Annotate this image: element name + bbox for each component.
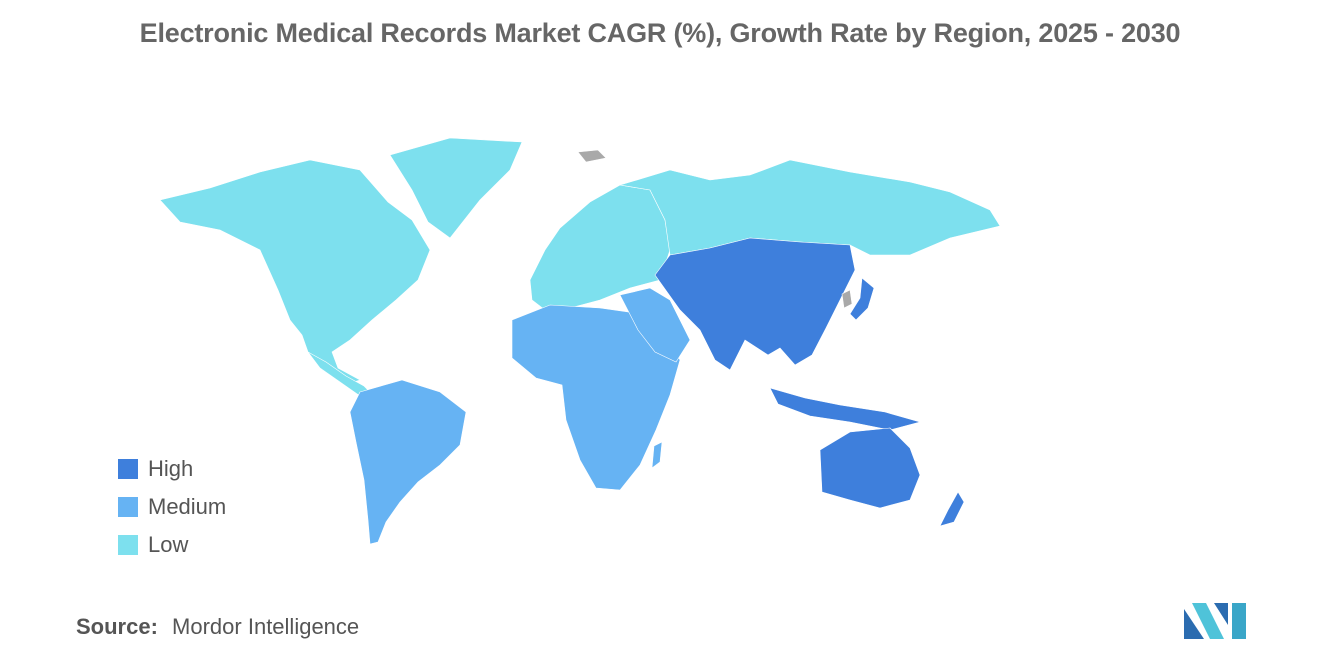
region-greenland <box>389 137 523 239</box>
legend-item-low: Low <box>118 526 226 564</box>
legend-swatch-low <box>118 535 138 555</box>
region-southeast-asia <box>769 387 922 431</box>
region-asia <box>654 237 856 371</box>
region-north-america <box>159 159 431 386</box>
source-value: Mordor Intelligence <box>172 614 360 639</box>
legend-swatch-high <box>118 459 138 479</box>
legend-swatch-medium <box>118 497 138 517</box>
region-middle-east <box>619 287 691 363</box>
region-korea <box>841 289 853 309</box>
region-madagascar <box>651 441 663 469</box>
region-svalbard <box>577 149 607 163</box>
legend-item-medium: Medium <box>118 488 226 526</box>
chart-title: Electronic Medical Records Market CAGR (… <box>139 18 1181 48</box>
legend-label-medium: Medium <box>148 494 227 519</box>
source-note: Source: Mordor Intelligence <box>76 614 359 640</box>
legend-label-high: High <box>148 456 194 481</box>
legend: High Medium Low <box>118 450 226 564</box>
legend-label-low: Low <box>148 532 189 557</box>
region-africa <box>511 304 681 491</box>
source-label: Source: <box>76 614 158 639</box>
mordor-logo <box>1184 603 1246 639</box>
region-japan <box>849 277 875 321</box>
region-central-america <box>307 351 373 397</box>
world-map <box>159 137 1001 545</box>
region-south-america <box>349 379 467 545</box>
region-australia <box>819 427 921 509</box>
region-new-zealand <box>939 491 965 527</box>
legend-item-high: High <box>118 450 226 488</box>
region-russia <box>619 159 1001 256</box>
